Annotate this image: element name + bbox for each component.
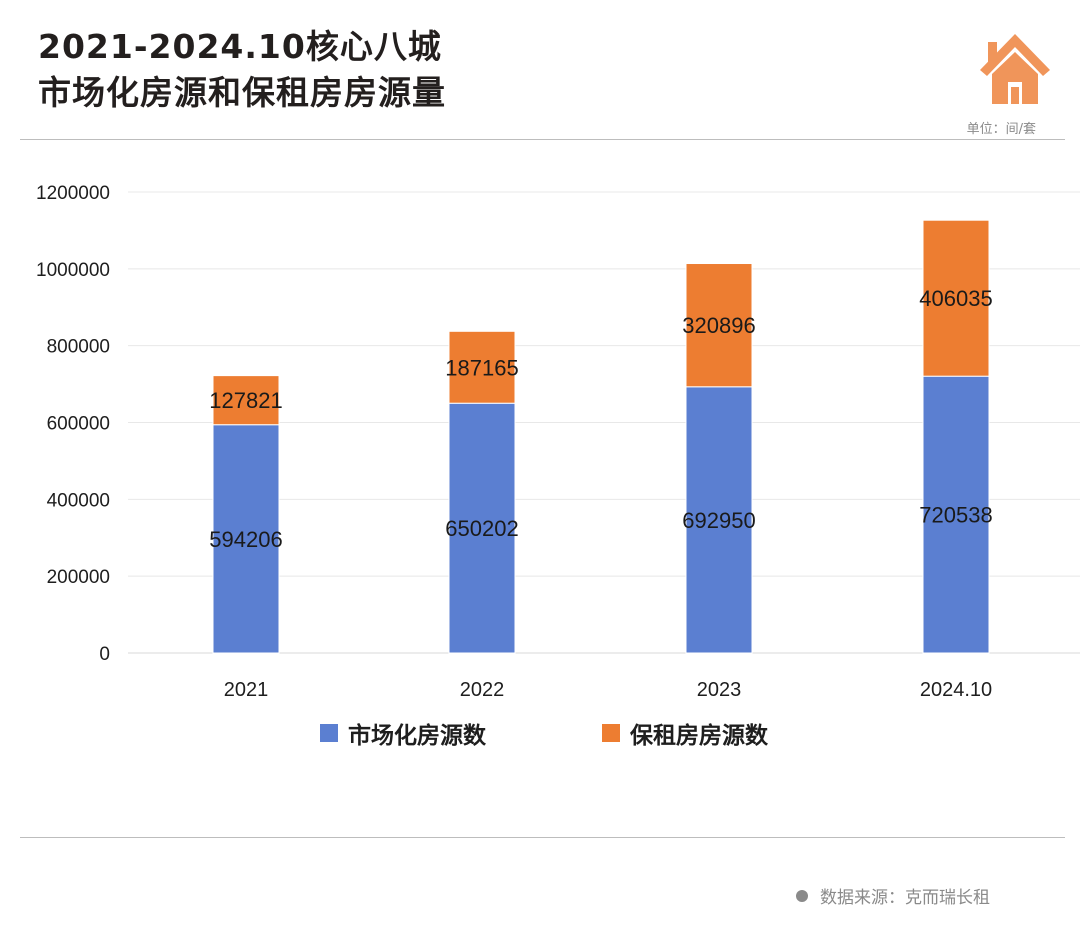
legend-label-affordable: 保租房房源数 bbox=[630, 723, 768, 749]
house-icon bbox=[980, 34, 1050, 104]
y-tick-label: 800000 bbox=[47, 337, 110, 358]
y-tick-label: 1000000 bbox=[36, 260, 110, 281]
data-label-affordable: 187165 bbox=[445, 355, 518, 380]
bar-affordable bbox=[212, 375, 280, 426]
source-text: 数据来源：克而瑞长租 bbox=[820, 888, 990, 908]
legend-swatch-market bbox=[320, 724, 338, 742]
unit-label: 单位：间/套 bbox=[966, 122, 1036, 137]
x-tick-label: 2021 bbox=[224, 679, 269, 701]
bar-affordable bbox=[685, 263, 753, 388]
top-divider bbox=[20, 139, 1065, 140]
data-label-market: 650202 bbox=[445, 516, 518, 541]
bar-market bbox=[212, 424, 280, 654]
x-tick-label: 2024.10 bbox=[920, 679, 992, 701]
bullet-dot-icon bbox=[796, 889, 808, 902]
house-roof bbox=[980, 34, 1050, 76]
bottom-divider bbox=[20, 837, 1065, 838]
legend-item-affordable: 保租房房源数 bbox=[602, 716, 768, 750]
title-line-1: 2021-2024.10核心八城 bbox=[38, 27, 442, 66]
bar-market bbox=[448, 402, 516, 654]
bar-affordable bbox=[922, 219, 990, 377]
x-tick-label: 2022 bbox=[460, 679, 505, 701]
legend-item-market: 市场化房源数 bbox=[320, 716, 486, 750]
legend-label-market: 市场化房源数 bbox=[348, 723, 486, 749]
data-label-affordable: 127821 bbox=[209, 388, 282, 413]
data-label-market: 692950 bbox=[682, 508, 755, 533]
y-tick-label: 1200000 bbox=[36, 183, 110, 204]
data-source: 数据来源：克而瑞长租 bbox=[796, 883, 990, 908]
y-tick-label: 400000 bbox=[47, 490, 110, 511]
legend-swatch-affordable bbox=[602, 724, 620, 742]
y-tick-label: 600000 bbox=[47, 414, 110, 435]
data-label-market: 594206 bbox=[209, 527, 282, 552]
data-label-affordable: 320896 bbox=[682, 313, 755, 338]
title-line-2: 市场化房源和保租房房源量 bbox=[38, 73, 446, 112]
bar-market bbox=[685, 386, 753, 654]
house-chimney bbox=[988, 42, 997, 62]
stacked-bar-chart: 0 200000 400000 600000 800000 1000000 1200000 5… bbox=[36, 183, 1080, 701]
data-label-market: 720538 bbox=[919, 503, 992, 528]
legend: 市场化房源数 保租房房源数 bbox=[0, 716, 1080, 752]
house-body bbox=[992, 52, 1038, 104]
house-door-inner bbox=[1011, 87, 1019, 104]
bar-affordable bbox=[448, 330, 516, 404]
data-label-affordable: 406035 bbox=[919, 286, 992, 311]
bar-market bbox=[922, 375, 990, 654]
y-tick-label: 200000 bbox=[47, 567, 110, 588]
chart-title: 2021-2024.10核心八城 市场化房源和保租房房源量 bbox=[38, 24, 446, 116]
y-tick-label: 0 bbox=[99, 644, 110, 665]
x-tick-label: 2023 bbox=[697, 679, 742, 701]
